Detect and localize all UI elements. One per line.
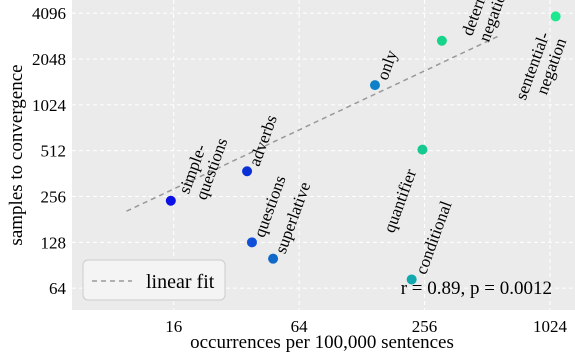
grid [72, 0, 575, 310]
data-point [242, 166, 253, 177]
y-tick-labels: 64 128 256 512 1024 2048 4096 [32, 4, 67, 298]
x-tick-label: 64 [291, 317, 309, 336]
legend-label: linear fit [146, 271, 215, 293]
legend: linear fit [82, 259, 226, 301]
x-tick-labels: 16 64 256 1024 [165, 317, 567, 336]
data-point [369, 80, 380, 91]
y-tick-label: 1024 [32, 96, 67, 115]
y-axis-label: samples to convergence [6, 64, 27, 245]
y-tick-label: 512 [41, 142, 67, 161]
data-point [550, 11, 561, 22]
x-tick-label: 16 [165, 317, 182, 336]
legend-box [82, 259, 226, 301]
data-point [406, 274, 417, 285]
data-point [417, 144, 428, 155]
correlation-annotation: r = 0.89, p = 0.0012 [401, 278, 552, 299]
data-point [165, 195, 176, 206]
x-tick-label: 1024 [533, 317, 568, 336]
y-tick-label: 2048 [32, 50, 66, 69]
y-tick-label: 128 [41, 233, 67, 252]
y-tick-label: 64 [49, 279, 67, 298]
fit-line [126, 35, 499, 212]
x-tick-label: 256 [412, 317, 438, 336]
data-points [165, 11, 561, 285]
y-tick-label: 256 [41, 188, 67, 207]
y-tick-label: 4096 [32, 4, 66, 23]
data-point [436, 35, 447, 46]
data-point [268, 253, 279, 264]
plot-area [72, 0, 575, 310]
data-point [246, 237, 257, 248]
x-axis-label: occurrences per 100,000 sentences [190, 332, 454, 353]
